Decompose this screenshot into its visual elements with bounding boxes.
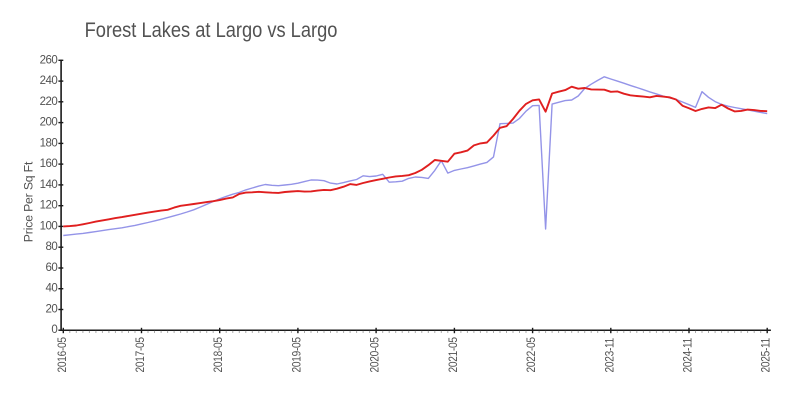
svg-text:2020-05: 2020-05 [369,337,382,373]
svg-text:2025-11: 2025-11 [760,338,773,373]
svg-text:2018-05: 2018-05 [213,337,226,373]
svg-text:40: 40 [45,283,57,295]
svg-text:2016-05: 2016-05 [56,337,69,373]
svg-text:20: 20 [45,304,57,316]
svg-text:260: 260 [40,54,58,66]
svg-text:200: 200 [40,117,58,129]
svg-text:60: 60 [45,262,57,274]
svg-text:240: 240 [40,75,58,87]
svg-text:2023-11: 2023-11 [604,338,617,373]
svg-text:180: 180 [40,137,58,149]
svg-text:2021-05: 2021-05 [447,337,460,373]
svg-text:2022-05: 2022-05 [526,337,539,373]
svg-text:2017-05: 2017-05 [134,337,147,373]
svg-text:Price Per Sq Ft: Price Per Sq Ft [22,161,36,242]
svg-text:0: 0 [51,324,57,336]
svg-text:160: 160 [40,158,58,170]
svg-text:2019-05: 2019-05 [291,337,304,373]
svg-text:120: 120 [40,200,58,212]
svg-text:140: 140 [40,179,58,191]
svg-text:100: 100 [40,220,58,232]
svg-text:2024-11: 2024-11 [682,338,695,373]
svg-text:220: 220 [40,96,58,108]
svg-text:80: 80 [45,241,57,253]
svg-text:Forest Lakes at Largo vs Largo: Forest Lakes at Largo vs Largo [85,19,338,43]
